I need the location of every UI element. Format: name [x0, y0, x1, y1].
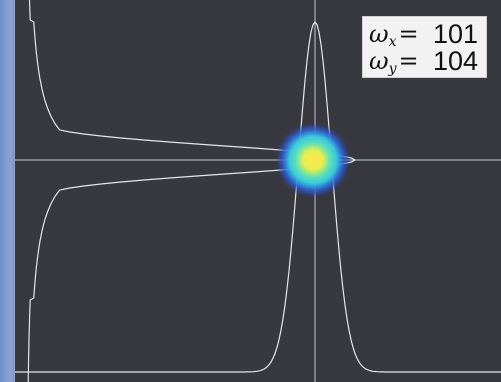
vertical-intensity-profile: [27, 0, 357, 382]
wx-value: 101: [432, 19, 478, 49]
beam-width-readout: ωx= 101 ωy= 104: [362, 16, 487, 78]
beam-profile-plot: [15, 0, 501, 382]
beam-profile-viewport[interactable]: ωx= 101 ωy= 104: [14, 0, 501, 382]
wy-row: ωy= 104: [369, 46, 478, 77]
wx-row: ωx= 101: [369, 19, 478, 50]
beam-spot: [275, 122, 351, 198]
wy-label: ωy=: [369, 47, 419, 77]
wx-label: ωx=: [369, 20, 419, 50]
wy-value: 104: [432, 46, 478, 76]
horizontal-intensity-profile: [15, 21, 501, 373]
